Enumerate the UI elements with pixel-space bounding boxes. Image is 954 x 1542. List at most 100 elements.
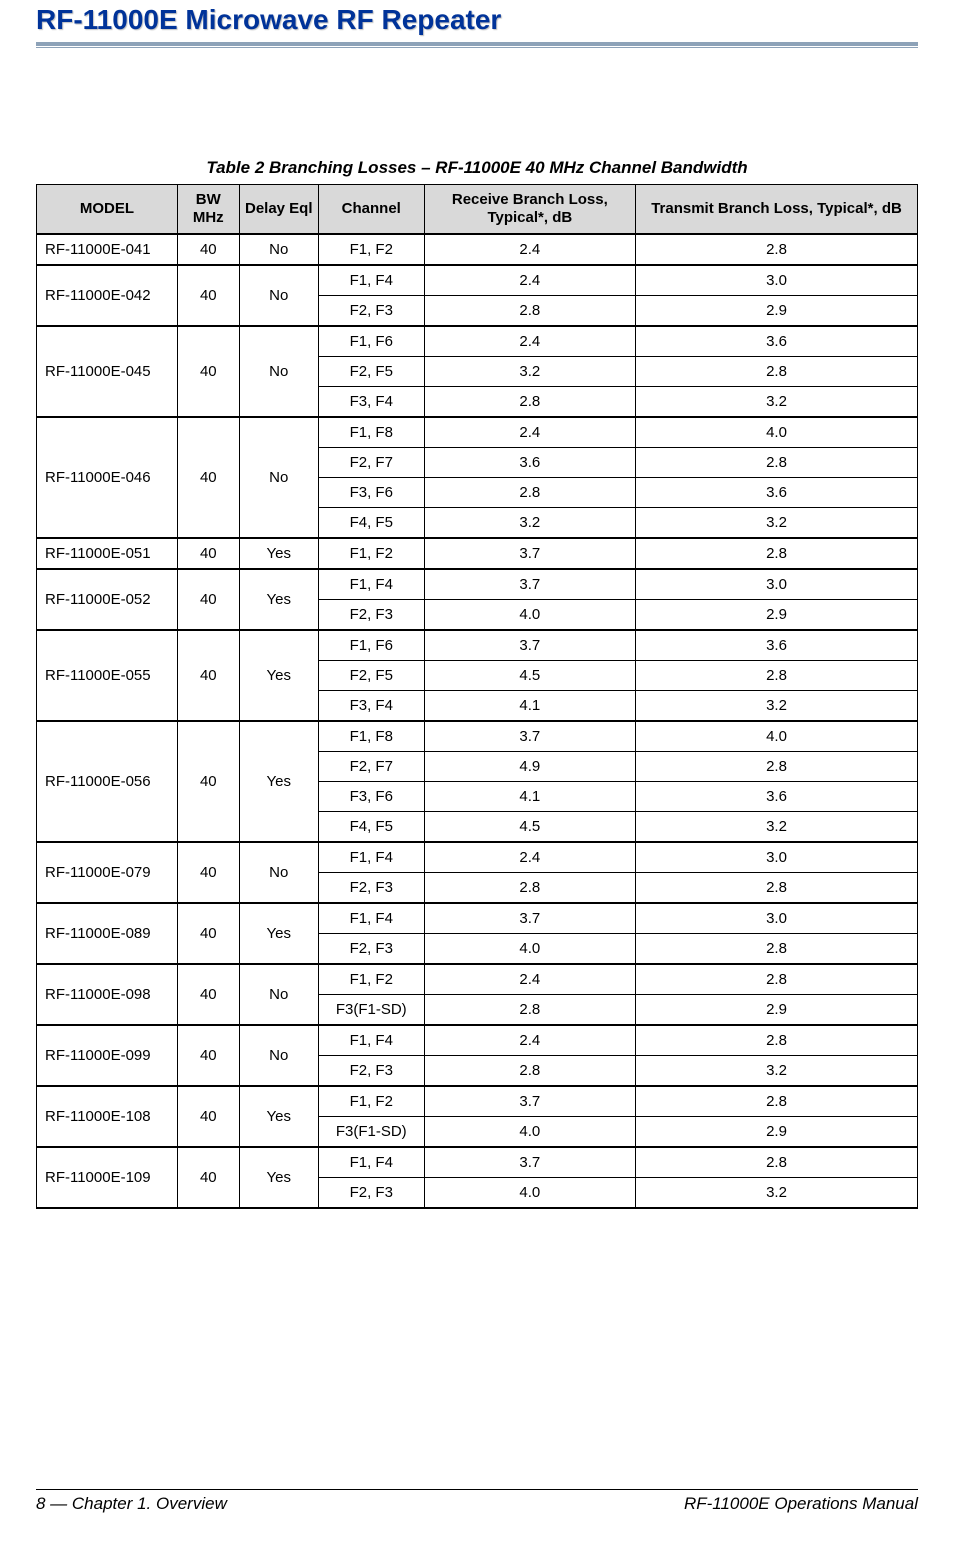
cell-channel: F1, F8 — [318, 417, 424, 448]
cell-rx-loss: 4.1 — [424, 691, 635, 722]
cell-rx-loss: 4.0 — [424, 1178, 635, 1209]
cell-channel: F3(F1-SD) — [318, 995, 424, 1026]
cell-tx-loss: 2.8 — [636, 448, 918, 478]
cell-bw: 40 — [177, 265, 239, 326]
cell-tx-loss: 4.0 — [636, 417, 918, 448]
table-row: RF-11000E-05240YesF1, F43.73.0 — [37, 569, 918, 600]
cell-delay: Yes — [239, 721, 318, 842]
cell-rx-loss: 2.4 — [424, 234, 635, 265]
cell-tx-loss: 2.8 — [636, 1086, 918, 1117]
cell-channel: F1, F2 — [318, 538, 424, 569]
table-row: RF-11000E-05540YesF1, F63.73.6 — [37, 630, 918, 661]
page-footer: 8 — Chapter 1. Overview RF-11000E Operat… — [36, 1490, 918, 1514]
cell-bw: 40 — [177, 1147, 239, 1208]
cell-tx-loss: 2.8 — [636, 1025, 918, 1056]
cell-delay: No — [239, 417, 318, 538]
cell-rx-loss: 2.8 — [424, 387, 635, 418]
cell-channel: F1, F8 — [318, 721, 424, 752]
cell-rx-loss: 3.2 — [424, 508, 635, 539]
cell-delay: Yes — [239, 630, 318, 721]
table-row: RF-11000E-10940YesF1, F43.72.8 — [37, 1147, 918, 1178]
cell-channel: F3, F6 — [318, 782, 424, 812]
cell-tx-loss: 2.8 — [636, 873, 918, 904]
table-row: RF-11000E-04640NoF1, F82.44.0 — [37, 417, 918, 448]
table-row: RF-11000E-10840YesF1, F23.72.8 — [37, 1086, 918, 1117]
cell-tx-loss: 2.8 — [636, 934, 918, 965]
table-row: RF-11000E-05140YesF1, F23.72.8 — [37, 538, 918, 569]
cell-channel: F1, F4 — [318, 903, 424, 934]
cell-rx-loss: 3.7 — [424, 1086, 635, 1117]
cell-tx-loss: 2.8 — [636, 1147, 918, 1178]
cell-channel: F1, F4 — [318, 265, 424, 296]
cell-channel: F1, F4 — [318, 1025, 424, 1056]
cell-channel: F1, F4 — [318, 842, 424, 873]
table-row: RF-11000E-05640YesF1, F83.74.0 — [37, 721, 918, 752]
cell-channel: F1, F6 — [318, 630, 424, 661]
cell-tx-loss: 2.9 — [636, 296, 918, 327]
cell-channel: F1, F2 — [318, 964, 424, 995]
cell-tx-loss: 2.8 — [636, 752, 918, 782]
table-row: RF-11000E-09840NoF1, F22.42.8 — [37, 964, 918, 995]
cell-model: RF-11000E-099 — [37, 1025, 178, 1086]
cell-channel: F3, F4 — [318, 691, 424, 722]
cell-model: RF-11000E-041 — [37, 234, 178, 265]
cell-rx-loss: 3.2 — [424, 357, 635, 387]
table-row: RF-11000E-08940YesF1, F43.73.0 — [37, 903, 918, 934]
table-caption: Table 2 Branching Losses – RF-11000E 40 … — [36, 158, 918, 178]
cell-tx-loss: 3.2 — [636, 1178, 918, 1209]
cell-rx-loss: 2.4 — [424, 417, 635, 448]
cell-model: RF-11000E-045 — [37, 326, 178, 417]
cell-bw: 40 — [177, 326, 239, 417]
title-rule-thin — [36, 47, 918, 48]
cell-delay: No — [239, 265, 318, 326]
cell-tx-loss: 3.2 — [636, 1056, 918, 1087]
col-model: MODEL — [37, 185, 178, 235]
cell-rx-loss: 3.6 — [424, 448, 635, 478]
cell-channel: F2, F5 — [318, 661, 424, 691]
cell-rx-loss: 4.5 — [424, 661, 635, 691]
cell-rx-loss: 3.7 — [424, 569, 635, 600]
cell-channel: F3(F1-SD) — [318, 1117, 424, 1148]
cell-rx-loss: 2.4 — [424, 326, 635, 357]
cell-model: RF-11000E-042 — [37, 265, 178, 326]
cell-tx-loss: 3.2 — [636, 812, 918, 843]
table-row: RF-11000E-04540NoF1, F62.43.6 — [37, 326, 918, 357]
cell-rx-loss: 4.9 — [424, 752, 635, 782]
cell-tx-loss: 2.9 — [636, 1117, 918, 1148]
cell-rx-loss: 2.4 — [424, 964, 635, 995]
table-row: RF-11000E-04140NoF1, F22.42.8 — [37, 234, 918, 265]
page-title: RF-11000E Microwave RF Repeater — [36, 0, 918, 36]
cell-rx-loss: 2.4 — [424, 842, 635, 873]
cell-bw: 40 — [177, 903, 239, 964]
col-rx-loss: Receive Branch Loss, Typical*, dB — [424, 185, 635, 235]
cell-bw: 40 — [177, 842, 239, 903]
cell-channel: F3, F6 — [318, 478, 424, 508]
cell-channel: F4, F5 — [318, 508, 424, 539]
cell-delay: No — [239, 234, 318, 265]
cell-rx-loss: 3.7 — [424, 630, 635, 661]
cell-delay: No — [239, 964, 318, 1025]
cell-channel: F2, F3 — [318, 873, 424, 904]
col-channel: Channel — [318, 185, 424, 235]
cell-model: RF-11000E-046 — [37, 417, 178, 538]
branching-losses-table: MODEL BW MHz Delay Eql Channel Receive B… — [36, 184, 918, 1209]
cell-bw: 40 — [177, 1086, 239, 1147]
cell-model: RF-11000E-079 — [37, 842, 178, 903]
cell-channel: F2, F3 — [318, 1056, 424, 1087]
cell-tx-loss: 3.0 — [636, 265, 918, 296]
cell-model: RF-11000E-056 — [37, 721, 178, 842]
cell-bw: 40 — [177, 721, 239, 842]
cell-delay: No — [239, 326, 318, 417]
cell-tx-loss: 2.8 — [636, 964, 918, 995]
footer-left: 8 — Chapter 1. Overview — [36, 1494, 227, 1514]
cell-delay: Yes — [239, 1086, 318, 1147]
cell-rx-loss: 3.7 — [424, 721, 635, 752]
cell-model: RF-11000E-109 — [37, 1147, 178, 1208]
cell-tx-loss: 3.0 — [636, 903, 918, 934]
cell-tx-loss: 2.9 — [636, 600, 918, 631]
cell-model: RF-11000E-055 — [37, 630, 178, 721]
cell-model: RF-11000E-052 — [37, 569, 178, 630]
cell-tx-loss: 3.6 — [636, 630, 918, 661]
cell-delay: Yes — [239, 538, 318, 569]
cell-channel: F2, F7 — [318, 752, 424, 782]
